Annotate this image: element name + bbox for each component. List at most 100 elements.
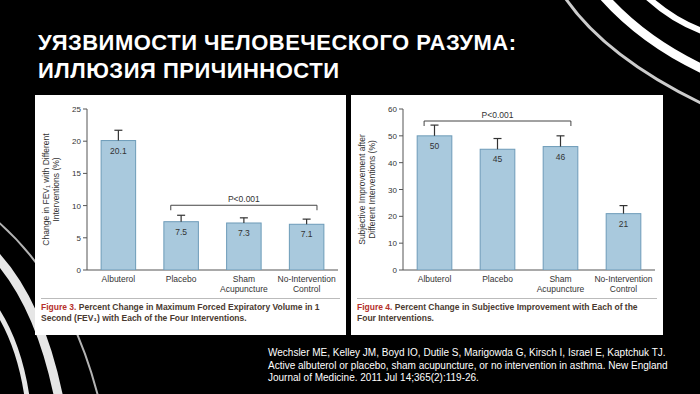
x-tick-label-line: Acupuncture: [537, 284, 585, 294]
error-stem: [497, 139, 498, 150]
x-tick-label: Placebo: [166, 274, 197, 284]
deco-curve: [0, 300, 28, 394]
y-axis-label: Change in FEV₁ with DifferentInterventio…: [41, 133, 61, 246]
y-axis-label-line: Subjective Improvement after: [357, 134, 367, 245]
slide-title: УЯЗВИМОСТИ ЧЕЛОВЕЧЕСКОГО РАЗУМА:: [38, 30, 517, 56]
caption: Figure 3. Percent Change in Maximum Forc…: [41, 298, 340, 324]
bar: [543, 147, 578, 270]
annotation-bracket: [424, 121, 571, 126]
y-tick: [399, 162, 403, 163]
error-cap: [177, 215, 185, 216]
data-label: 21: [619, 219, 629, 229]
chart-title: Percent Change in Maximum Forced Expirat…: [41, 302, 320, 323]
y-axis-label: Subjective Improvement afterDifferent In…: [357, 134, 377, 245]
y-tick: [399, 243, 403, 244]
y-tick: [399, 109, 403, 110]
error-bar: [431, 125, 439, 136]
y-tick-label: 10: [72, 202, 81, 211]
error-bar: [240, 218, 248, 223]
x-tick-label-line: Acupuncture: [220, 284, 268, 294]
error-bar: [303, 219, 311, 224]
x-tick-label: Albuterol: [102, 274, 136, 284]
error-bar: [557, 136, 565, 147]
x-tick-label: ShamAcupuncture: [220, 274, 268, 294]
marks: [417, 125, 641, 270]
y-axis-label-line: Interventions (%): [51, 157, 61, 221]
bar: [227, 223, 262, 270]
data-label: 7.5: [175, 227, 187, 237]
error-cap: [303, 219, 311, 220]
y-tick-label: 50: [388, 132, 397, 141]
x-tick-label-line: Control: [293, 284, 321, 294]
x-tick-label: ShamAcupuncture: [537, 274, 585, 294]
chart-title: Percent Change in Subjective Improvement…: [357, 302, 638, 323]
x-tick-label-line: No-Intervention: [278, 274, 336, 284]
bar: [417, 136, 452, 270]
bar: [101, 141, 136, 270]
deco-curve: [640, 0, 700, 32]
figure-label: Figure 4.: [357, 302, 392, 312]
error-stem: [243, 218, 244, 223]
data-label: 7.1: [301, 229, 313, 239]
error-stem: [181, 215, 182, 221]
y-axis: [87, 109, 88, 270]
error-cap: [240, 217, 248, 218]
x-tick-label-line: Albuterol: [418, 274, 452, 284]
error-stem: [434, 125, 435, 136]
y-tick-label: 20: [72, 137, 81, 146]
error-bar: [177, 215, 185, 221]
y-tick: [399, 135, 403, 136]
y-tick: [83, 109, 87, 110]
y-tick: [83, 141, 87, 142]
bar: [480, 149, 515, 270]
annotation-bracket: [171, 205, 317, 210]
panel: [351, 95, 663, 335]
y-tick: [399, 216, 403, 217]
y-tick-label: 30: [388, 186, 397, 195]
error-bar: [494, 139, 502, 150]
bar: [164, 222, 199, 270]
y-tick-label: 40: [388, 159, 397, 168]
y-tick-label: 20: [388, 212, 397, 221]
deco-curve: [560, 0, 700, 105]
error-cap: [114, 130, 122, 131]
y-axis-label-line: Change in FEV₁ with Different: [41, 133, 51, 246]
x-tick-label-line: Sham: [549, 274, 571, 284]
y-axis-label-line: Different Interventions (%): [367, 140, 377, 239]
slide-title: ИЛЛЮЗИЯ ПРИЧИННОСТИ: [38, 58, 339, 84]
x-tick-label-line: No-Intervention: [594, 274, 652, 284]
data-label: 20.1: [110, 146, 127, 156]
y-tick-label: 15: [72, 169, 81, 178]
citation: Wechsler ME, Kelley JM, Boyd IO, Dutile …: [268, 347, 693, 385]
y-tick: [83, 270, 87, 271]
data-label: 46: [556, 152, 566, 162]
x-tick-label: Placebo: [482, 274, 513, 284]
x-tick-label-line: Placebo: [166, 274, 197, 284]
error-cap: [620, 205, 628, 206]
error-stem: [306, 219, 307, 224]
caption: Figure 4. Percent Change in Subjective I…: [357, 298, 657, 324]
y-tick-label: 0: [393, 266, 398, 275]
data-label: 7.3: [238, 228, 250, 238]
marks: [101, 130, 324, 270]
y-tick: [83, 205, 87, 206]
bar: [289, 224, 324, 270]
figure-label: Figure 3.: [41, 302, 76, 312]
labels: 50454621AlbuterolPlaceboShamAcupunctureN…: [418, 110, 653, 294]
y-tick: [83, 173, 87, 174]
x-tick-label: Albuterol: [418, 274, 452, 284]
error-bar: [620, 206, 628, 214]
labels: 20.1 7.5 7.3 7.1 Albuterol Placebo ShamAcupunc…: [102, 146, 336, 294]
x-tick-label: No-InterventionControl: [594, 274, 652, 294]
data-label: 50: [430, 141, 440, 151]
x-tick-label-line: Placebo: [482, 274, 513, 284]
y-tick: [399, 270, 403, 271]
error-stem: [623, 206, 624, 214]
x-tick-label-line: Sham: [233, 274, 255, 284]
y-tick-label: 0: [77, 266, 82, 275]
y-tick: [399, 189, 403, 190]
error-cap: [431, 124, 439, 125]
y-tick: [83, 237, 87, 238]
y-tick-label: 60: [388, 105, 397, 114]
error-cap: [494, 138, 502, 139]
